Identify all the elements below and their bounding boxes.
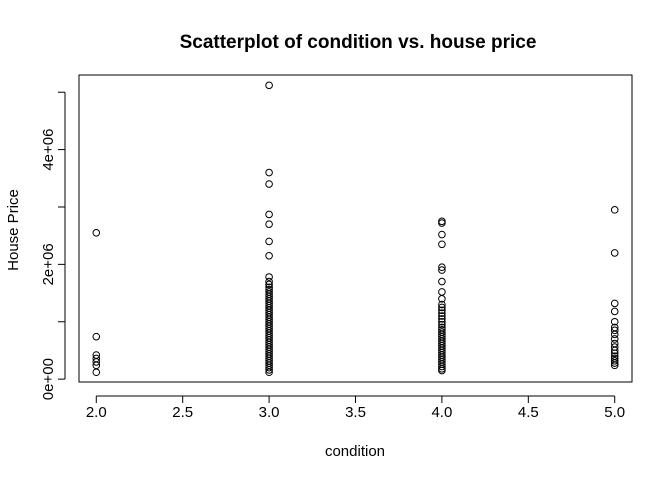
y-axis: 0e+00 2e+06 4e+06	[40, 91, 66, 400]
data-point	[610, 356, 619, 365]
data-point	[610, 307, 619, 316]
y-tick-label: 0e+00	[40, 358, 57, 400]
data-point	[438, 263, 446, 272]
data-point	[438, 240, 446, 249]
plot-area-box	[78, 74, 633, 383]
x-tick-label: 2.0	[86, 404, 107, 421]
data-point	[265, 273, 273, 281]
data-point	[265, 220, 273, 228]
data-point	[265, 210, 273, 219]
data-point	[265, 277, 273, 286]
data-point	[438, 317, 446, 326]
x-axis: 2.0 2.5 3.0 3.5 4.0 4.5 5.0	[86, 395, 625, 421]
data-point	[265, 366, 273, 374]
data-point	[610, 299, 619, 308]
data-point	[610, 330, 619, 339]
x-tick-label: 3.5	[345, 404, 366, 421]
data-point	[610, 249, 619, 257]
data-point	[265, 81, 273, 90]
data-point	[438, 315, 446, 323]
data-point	[438, 362, 446, 371]
x-tick-label: 2.5	[172, 404, 193, 421]
x-axis-label: condition	[325, 443, 385, 460]
data-point	[610, 206, 619, 214]
data-point	[92, 358, 101, 366]
x-tick-label: 5.0	[604, 404, 625, 421]
y-axis-label: House Price	[5, 189, 22, 271]
data-point	[265, 251, 273, 260]
y-tick-label: 2e+06	[40, 243, 57, 285]
y-tick-label: 4e+06	[40, 129, 57, 171]
x-tick-label: 4.0	[431, 404, 452, 421]
data-point	[438, 303, 446, 312]
data-point	[92, 332, 101, 341]
x-tick-label: 3.0	[259, 404, 280, 421]
data-point	[438, 366, 446, 375]
data-point	[610, 326, 619, 335]
data-point	[265, 363, 273, 372]
data-point	[610, 361, 619, 370]
data-point	[438, 277, 446, 286]
data-point	[92, 368, 101, 377]
data-point	[438, 309, 446, 317]
chart-title: Scatterplot of condition vs. house price	[180, 32, 537, 53]
data-point	[610, 359, 619, 367]
data-point	[438, 300, 446, 309]
data-point	[610, 349, 619, 358]
data-point	[438, 312, 446, 320]
data-point	[610, 346, 619, 355]
data-point	[438, 320, 446, 329]
x-tick-label: 4.5	[518, 404, 539, 421]
data-point	[438, 306, 446, 315]
data-point	[438, 288, 446, 296]
data-point	[265, 180, 273, 188]
data-point	[265, 168, 273, 177]
data-point	[438, 294, 446, 303]
data-point	[610, 317, 619, 326]
data-point	[265, 368, 273, 377]
data-point	[438, 219, 446, 227]
data-point	[438, 230, 446, 239]
data-point	[92, 229, 101, 237]
data-point	[265, 280, 273, 289]
data-point	[438, 266, 446, 274]
data-points	[92, 81, 619, 377]
data-point	[610, 335, 619, 343]
data-point	[265, 237, 273, 246]
